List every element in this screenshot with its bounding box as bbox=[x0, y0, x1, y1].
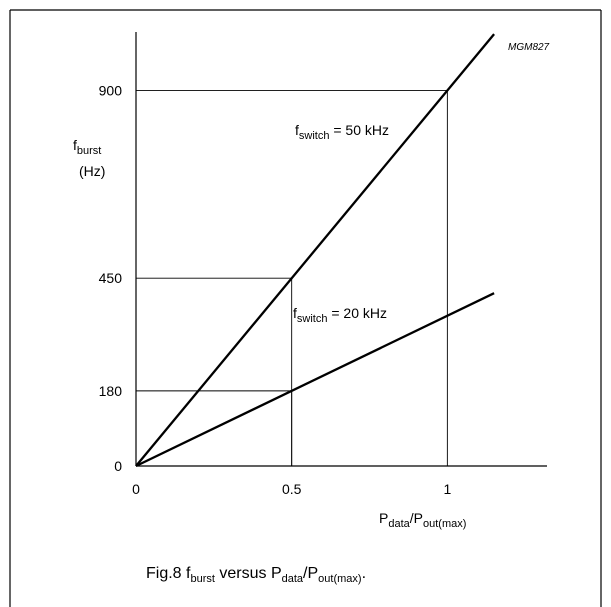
y-tick-label-2: 450 bbox=[99, 270, 123, 286]
series-label-50khz-sub: switch bbox=[299, 130, 330, 142]
figure-code: MGM827 bbox=[508, 42, 550, 53]
x-axis-label: Pdata/Pout(max) bbox=[379, 510, 466, 530]
x-tick-label-0: 0 bbox=[132, 481, 140, 497]
y-axis-label-main: f bbox=[73, 137, 77, 153]
x-tick-label-1: 0.5 bbox=[282, 481, 302, 497]
series-label-20khz-sub: switch bbox=[297, 313, 328, 325]
figure-caption: Fig.8 fburst versus Pdata/Pout(max). bbox=[146, 565, 366, 585]
y-tick-label-0: 0 bbox=[114, 458, 122, 474]
x-tick-label-2: 1 bbox=[443, 481, 451, 497]
y-tick-label-1: 180 bbox=[99, 383, 123, 399]
caption-sub1: burst bbox=[190, 573, 214, 585]
plot-area: 0 180 450 900 0 0.5 1 bbox=[99, 32, 547, 497]
caption-end: . bbox=[362, 565, 366, 582]
x-axis-label-slash: /P bbox=[410, 510, 423, 526]
x-axis-label-p1: P bbox=[379, 510, 388, 526]
series-label-20khz: fswitch = 20 kHz bbox=[293, 305, 387, 325]
caption-sub3: out(max) bbox=[318, 573, 361, 585]
x-axis-label-sub1: data bbox=[388, 518, 410, 530]
y-axis-label: fburst bbox=[73, 137, 101, 157]
caption-slash: /P bbox=[303, 565, 318, 582]
x-axis-label-sub2: out(max) bbox=[423, 518, 466, 530]
caption-prefix: Fig.8 f bbox=[146, 565, 191, 582]
guide-lines bbox=[136, 89, 448, 466]
caption-sub2: data bbox=[282, 573, 304, 585]
series-label-20khz-main: f bbox=[293, 305, 297, 321]
series-label-20khz-rest: = 20 kHz bbox=[327, 305, 387, 321]
y-tick-label-3: 900 bbox=[99, 82, 123, 98]
series-group bbox=[135, 33, 495, 468]
series-label-50khz-main: f bbox=[295, 122, 299, 138]
series-line-s50 bbox=[135, 33, 495, 467]
series-line-s20 bbox=[135, 292, 495, 468]
y-axis-label-sub: burst bbox=[77, 145, 101, 157]
caption-mid: versus P bbox=[215, 565, 282, 582]
series-label-50khz: fswitch = 50 kHz bbox=[295, 122, 389, 142]
tick-labels: 0 180 450 900 0 0.5 1 bbox=[99, 82, 452, 497]
series-label-50khz-rest: = 50 kHz bbox=[329, 122, 389, 138]
y-axis-unit: (Hz) bbox=[79, 163, 105, 179]
